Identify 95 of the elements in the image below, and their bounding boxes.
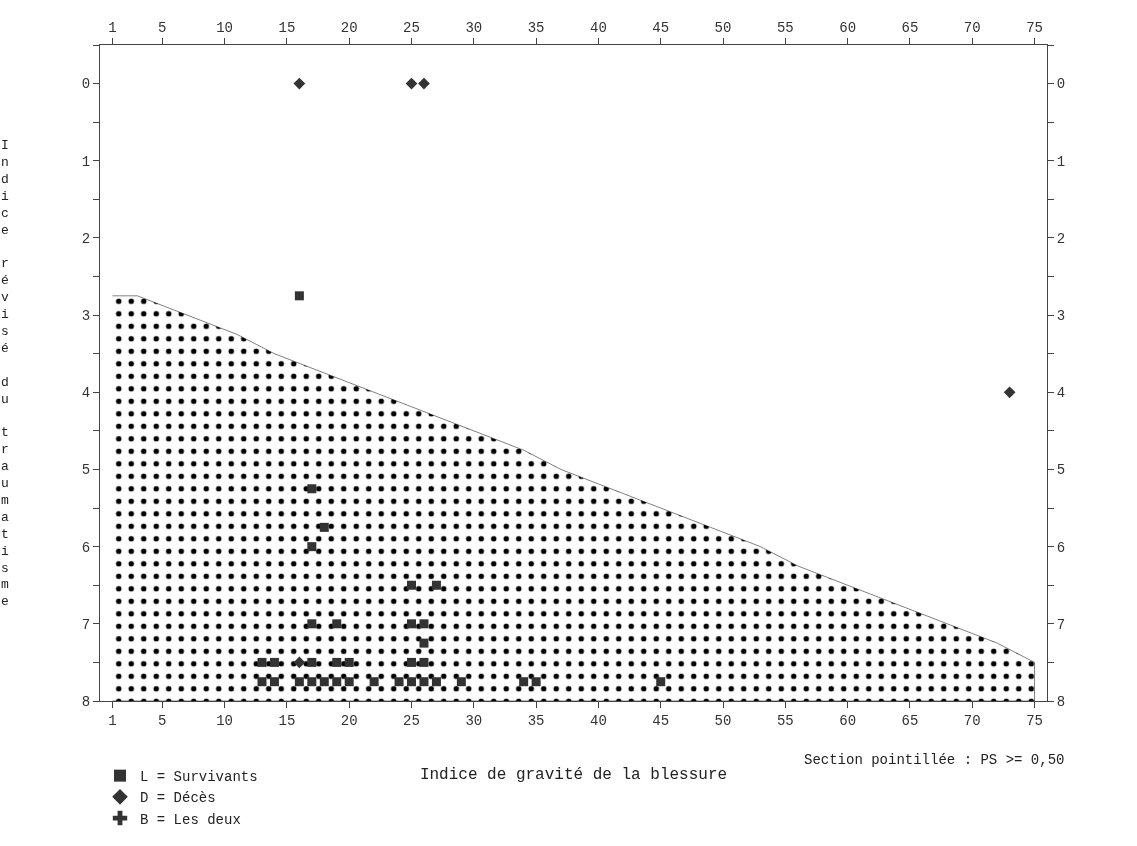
- x2-tick-label: 65: [901, 712, 919, 729]
- x-tick-label: 25: [403, 20, 420, 37]
- y-tick-label: 1: [81, 153, 91, 170]
- point: [405, 77, 418, 90]
- point: [456, 677, 466, 687]
- x2-tick-label: 15: [278, 712, 296, 729]
- text: Indice révisé du traumatisme: [1, 138, 9, 610]
- point: [419, 619, 429, 629]
- point: [656, 677, 666, 687]
- x-tick-label: 65: [901, 20, 919, 37]
- y2-tick-label: 1: [1056, 153, 1066, 170]
- x2-tick-label: 60: [839, 712, 857, 729]
- x2-tick-label: 10: [216, 712, 234, 729]
- point: [319, 677, 329, 687]
- point: [344, 657, 354, 667]
- point: [332, 619, 342, 629]
- y-tick-label: 4: [81, 385, 91, 402]
- x2-tick-label: 25: [403, 712, 420, 729]
- point: [519, 677, 529, 687]
- point: [344, 677, 354, 687]
- y-tick-label: 6: [81, 539, 91, 556]
- point: [369, 677, 379, 687]
- x2-tick-label: 50: [714, 712, 732, 729]
- x2-tick-label: 20: [340, 712, 358, 729]
- x-tick-label: 70: [963, 20, 981, 37]
- y-tick-label: 2: [81, 230, 91, 247]
- text: Section pointillée : PS >= 0,50: [804, 752, 1065, 768]
- x2-tick-label: 35: [527, 712, 545, 729]
- x-tick-label: 45: [652, 20, 670, 37]
- point: [293, 656, 306, 669]
- legend-label: L = Survivants: [140, 769, 258, 786]
- x-axis-title: Indice de gravité de la blessure: [419, 766, 728, 785]
- y-tick-label: 5: [81, 462, 91, 479]
- point: [332, 657, 342, 667]
- x-tick-label: 75: [1026, 20, 1043, 37]
- x-tick-label: 15: [278, 20, 296, 37]
- point: [257, 657, 267, 667]
- point: [419, 677, 429, 687]
- x-tick-label: 5: [158, 20, 167, 37]
- x2-tick-label: 5: [158, 712, 167, 729]
- legend-label: D = Décès: [140, 790, 216, 807]
- x2-tick-label: 1: [108, 712, 117, 729]
- x2-tick-label: 55: [776, 712, 794, 729]
- y2-tick-label: 7: [1056, 616, 1066, 633]
- y-tick-label: 3: [81, 308, 91, 325]
- y-tick-label: 0: [81, 76, 91, 93]
- point: [269, 677, 279, 687]
- point: [307, 619, 317, 629]
- x2-tick-label: 45: [652, 712, 670, 729]
- point: [531, 677, 541, 687]
- point: [307, 542, 317, 552]
- point: [431, 580, 441, 590]
- point: [418, 77, 430, 90]
- y2-tick-label: 5: [1056, 462, 1066, 479]
- y2-tick-label: 0: [1056, 76, 1066, 93]
- x2-tick-label: 30: [465, 712, 483, 729]
- point: [407, 619, 417, 629]
- x-tick-label: 35: [527, 20, 545, 37]
- legend-label: B = Les deux: [140, 811, 241, 828]
- point: [407, 580, 417, 590]
- point: [332, 677, 342, 687]
- point: [407, 657, 417, 667]
- y2-tick-label: 6: [1056, 539, 1066, 556]
- point: [294, 291, 304, 301]
- point: [307, 677, 317, 687]
- x-tick-label: 1: [108, 20, 117, 37]
- y2-tick-label: 8: [1056, 693, 1066, 710]
- point: [257, 677, 267, 687]
- x-tick-label: 60: [839, 20, 857, 37]
- point: [431, 677, 441, 687]
- point: [307, 657, 317, 667]
- point: [293, 77, 306, 90]
- point: [294, 677, 304, 687]
- point: [1003, 386, 1016, 399]
- x-tick-label: 55: [776, 20, 794, 37]
- x2-tick-label: 70: [963, 712, 981, 729]
- x-tick-label: 30: [465, 20, 483, 37]
- point: [319, 522, 329, 532]
- point: [419, 657, 429, 667]
- point: [269, 657, 279, 667]
- y2-tick-label: 3: [1056, 308, 1066, 325]
- point: [419, 638, 429, 648]
- y2-tick-label: 4: [1056, 385, 1066, 402]
- x2-tick-label: 75: [1026, 712, 1043, 729]
- x-tick-label: 10: [216, 20, 234, 37]
- y-tick-label: 7: [81, 616, 91, 633]
- x2-tick-label: 40: [590, 712, 607, 729]
- x-tick-label: 40: [590, 20, 607, 37]
- x-tick-label: 50: [714, 20, 732, 37]
- x-tick-label: 20: [340, 20, 358, 37]
- point: [307, 484, 317, 494]
- y2-tick-label: 2: [1056, 230, 1066, 247]
- point: [407, 677, 417, 687]
- y-tick-label: 8: [81, 693, 91, 710]
- point: [394, 677, 404, 687]
